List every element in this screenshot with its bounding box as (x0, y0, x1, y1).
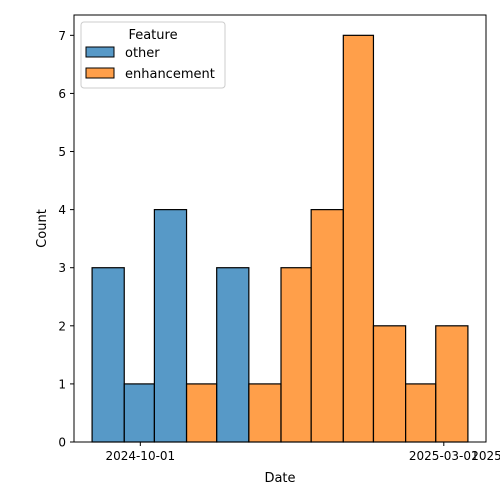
bar-other-1 (123, 383, 155, 443)
x-tick-label: 2024-10-01 (105, 449, 175, 463)
y-axis-label: Count (35, 209, 50, 248)
bar-enhancement-11 (435, 325, 469, 443)
bar-enhancement-9 (372, 325, 407, 443)
bar-enhancement-8 (342, 34, 375, 443)
histogram-bars (91, 34, 469, 443)
y-tick-label: 5 (58, 145, 66, 159)
y-tick-label: 4 (58, 203, 66, 217)
bar-enhancement-7 (310, 209, 344, 443)
bar-enhancement-10 (405, 383, 437, 443)
legend-label-other: other (125, 46, 160, 61)
y-tick-label: 2 (58, 319, 66, 333)
y-tick-label: 6 (58, 87, 66, 101)
bar-enhancement-6 (280, 267, 312, 443)
y-tick-label: 0 (58, 436, 66, 450)
legend-box (80, 21, 226, 89)
y-tick-label: 3 (58, 261, 66, 275)
y-axis: 0 1 2 3 4 5 6 7 (58, 29, 74, 450)
bar-other-0 (91, 267, 125, 443)
legend-title: Feature (128, 28, 177, 43)
bar-enhancement-3 (185, 383, 218, 443)
x-axis-label: Date (264, 471, 295, 486)
legend: Feature other enhancement (80, 21, 226, 89)
legend-label-enhancement: enhancement (125, 67, 215, 82)
legend-entries: other enhancement (85, 46, 215, 82)
x-tick-label: 2025-04-01 (471, 449, 500, 463)
y-tick-label: 7 (58, 29, 66, 43)
bar-other-2 (153, 209, 188, 443)
legend-swatch-other (85, 46, 115, 58)
plot-frame (73, 14, 487, 443)
legend-swatch-enhancement (85, 67, 115, 79)
bar-enhancement-5 (248, 383, 282, 443)
y-tick-label: 1 (58, 377, 66, 391)
x-tick-label: 2025-03-01 (409, 449, 479, 463)
bar-other-4 (216, 267, 250, 443)
